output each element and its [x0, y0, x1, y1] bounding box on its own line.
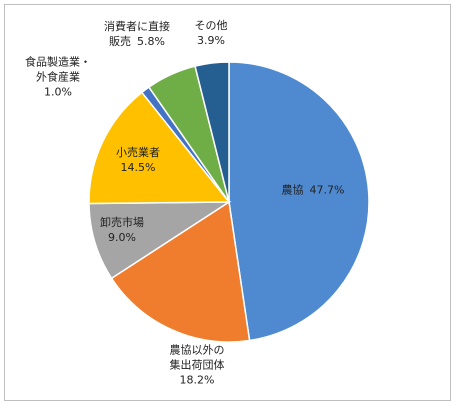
value-label: 47.7%: [309, 183, 345, 197]
category-label: 農協: [281, 183, 304, 197]
pie-slice: [194, 61, 230, 203]
pie-slice: [228, 61, 370, 342]
pie-slice: [88, 91, 231, 205]
pie-slice: [88, 201, 232, 280]
slice-label: 卸売市場 9.0%: [100, 215, 144, 245]
category-label: 食品製造業・ 外食産業: [25, 55, 91, 84]
value-label: 18.2%: [179, 373, 215, 387]
category-label: その他: [194, 19, 228, 32]
value-label: 5.8%: [137, 35, 165, 48]
slice-label: 農協 47.7%: [282, 183, 345, 198]
slice-label: 食品製造業・ 外食産業 1.0%: [25, 55, 91, 100]
value-label: 3.9%: [197, 34, 225, 47]
value-label: 14.5%: [120, 161, 156, 174]
value-label: 9.0%: [108, 231, 136, 244]
slice-label: 消費者に直接 販売 5.8%: [104, 19, 170, 49]
category-label: 農協以外の 集出荷団体: [169, 343, 225, 372]
category-label: 小売業者: [116, 146, 160, 159]
slice-label: その他 3.9%: [195, 18, 228, 48]
slice-label: 小売業者 14.5%: [116, 145, 160, 175]
slice-label: 農協以外の 集出荷団体 18.2%: [170, 343, 225, 388]
category-label: 消費者に直接 販売: [104, 20, 170, 48]
category-label: 卸売市場: [100, 216, 144, 229]
value-label: 1.0%: [44, 85, 72, 99]
pie-slice: [110, 200, 251, 343]
frame: [4, 4, 451, 401]
